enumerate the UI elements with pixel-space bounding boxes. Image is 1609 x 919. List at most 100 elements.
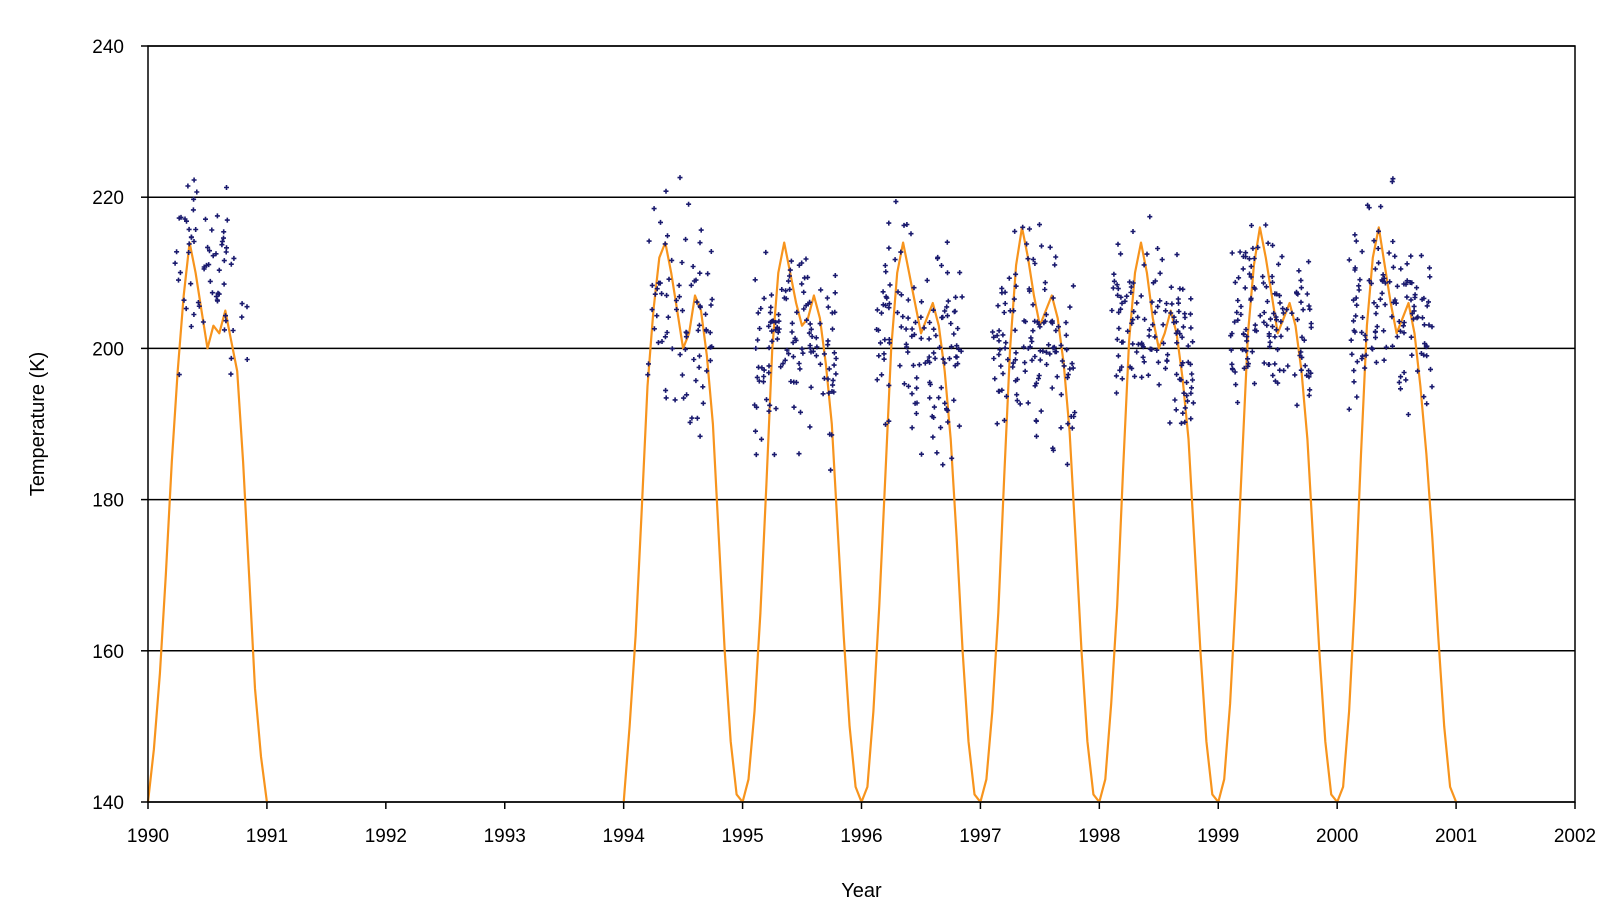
scatter-point [919, 299, 924, 305]
scatter-point [203, 216, 208, 222]
scatter-point [956, 346, 962, 352]
scatter-point [824, 295, 830, 301]
scatter-point [1069, 361, 1075, 367]
scatter-point [679, 372, 685, 378]
scatter-point [663, 188, 669, 194]
scatter-point [1190, 400, 1196, 406]
scatter-point [756, 364, 761, 370]
scatter-point [665, 314, 671, 320]
scatter-point [1013, 350, 1019, 356]
scatter-point [914, 385, 920, 391]
scatter-point [957, 270, 963, 276]
x-tick-label: 1993 [484, 826, 526, 847]
scatter-point [1176, 300, 1181, 306]
scatter-point [784, 347, 790, 353]
scatter-point [1353, 238, 1359, 244]
scatter-point [1392, 297, 1398, 303]
scatter-point [1002, 301, 1008, 306]
scatter-point [926, 354, 932, 360]
scatter-point [761, 295, 767, 301]
scatter-point [1264, 299, 1270, 304]
scatter-point [1279, 254, 1285, 260]
scatter-point [1273, 314, 1279, 320]
scatter-point [1232, 319, 1238, 325]
scatter-point [935, 256, 940, 261]
scatter-point [829, 389, 835, 394]
scatter-point [1421, 295, 1427, 301]
scatter-point [776, 318, 782, 324]
scatter-point [1116, 325, 1122, 331]
scatter-point [912, 400, 918, 406]
scatter-point [954, 354, 960, 360]
scatter-point [771, 452, 777, 458]
scatter-point [1150, 322, 1156, 328]
scatter-point [687, 419, 693, 425]
scatter-point [761, 367, 767, 373]
scatter-point [1421, 322, 1427, 328]
scatter-point [826, 390, 832, 396]
scatter-point [1119, 339, 1125, 345]
scatter-point [1380, 278, 1386, 284]
scatter-point [1036, 376, 1041, 381]
scatter-point [1178, 377, 1184, 383]
scatter-point [1059, 358, 1065, 364]
scatter-point [1351, 379, 1357, 385]
scatter-point [787, 267, 793, 273]
scatter-point [1157, 270, 1163, 276]
scatter-point [663, 387, 669, 393]
scatter-point [1275, 347, 1281, 353]
scatter-point [1122, 298, 1128, 304]
scatter-point [1047, 244, 1053, 250]
scatter-point [1373, 335, 1378, 341]
scatter-point [1132, 373, 1138, 379]
scatter-point [1030, 256, 1036, 262]
scatter-point [1036, 321, 1042, 327]
scatter-point [1029, 339, 1035, 344]
scatter-point [1390, 239, 1396, 244]
scatter-point [927, 359, 933, 365]
scatter-point [221, 235, 226, 241]
scatter-point [887, 282, 893, 288]
scatter-point [806, 330, 812, 336]
scatter-point [691, 357, 697, 362]
scatter-point [679, 260, 685, 265]
scatter-point [1043, 312, 1049, 318]
scatter-point [1004, 393, 1009, 399]
scatter-point [1049, 320, 1055, 326]
scatter-point [209, 290, 215, 296]
scatter-point [992, 376, 998, 382]
y-tick-label: 140 [92, 793, 124, 814]
scatter-point [1043, 349, 1049, 355]
scatter-point [1063, 332, 1069, 338]
scatter-point [649, 282, 655, 288]
scatter-point [1017, 401, 1023, 407]
scatter-point [1124, 293, 1130, 299]
scatter-point [1152, 309, 1158, 315]
scatter-point [931, 350, 937, 356]
scatter-point [658, 219, 663, 225]
scatter-point [1408, 297, 1414, 303]
scatter-point [1012, 228, 1018, 234]
scatter-point [919, 451, 924, 457]
scatter-point [1280, 306, 1286, 312]
scatter-point [707, 330, 713, 336]
scatter-point [1249, 349, 1255, 355]
scatter-point [697, 353, 702, 359]
scatter-point [918, 335, 924, 341]
scatter-point [804, 317, 810, 323]
scatter-point [1047, 351, 1053, 357]
scatter-point [1038, 408, 1044, 414]
scatter-point [655, 340, 661, 346]
scatter-point [898, 324, 904, 330]
scatter-point [1182, 311, 1188, 317]
scatter-point [883, 302, 889, 308]
scatter-point [1058, 425, 1064, 431]
scatter-point [1263, 222, 1269, 228]
scatter-point [181, 297, 187, 303]
scatter-point [1177, 331, 1183, 337]
scatter-point [683, 236, 689, 242]
scatter-point [758, 306, 764, 311]
scatter-point [697, 240, 703, 246]
scatter-point [1190, 339, 1196, 345]
scatter-point [1110, 285, 1116, 291]
